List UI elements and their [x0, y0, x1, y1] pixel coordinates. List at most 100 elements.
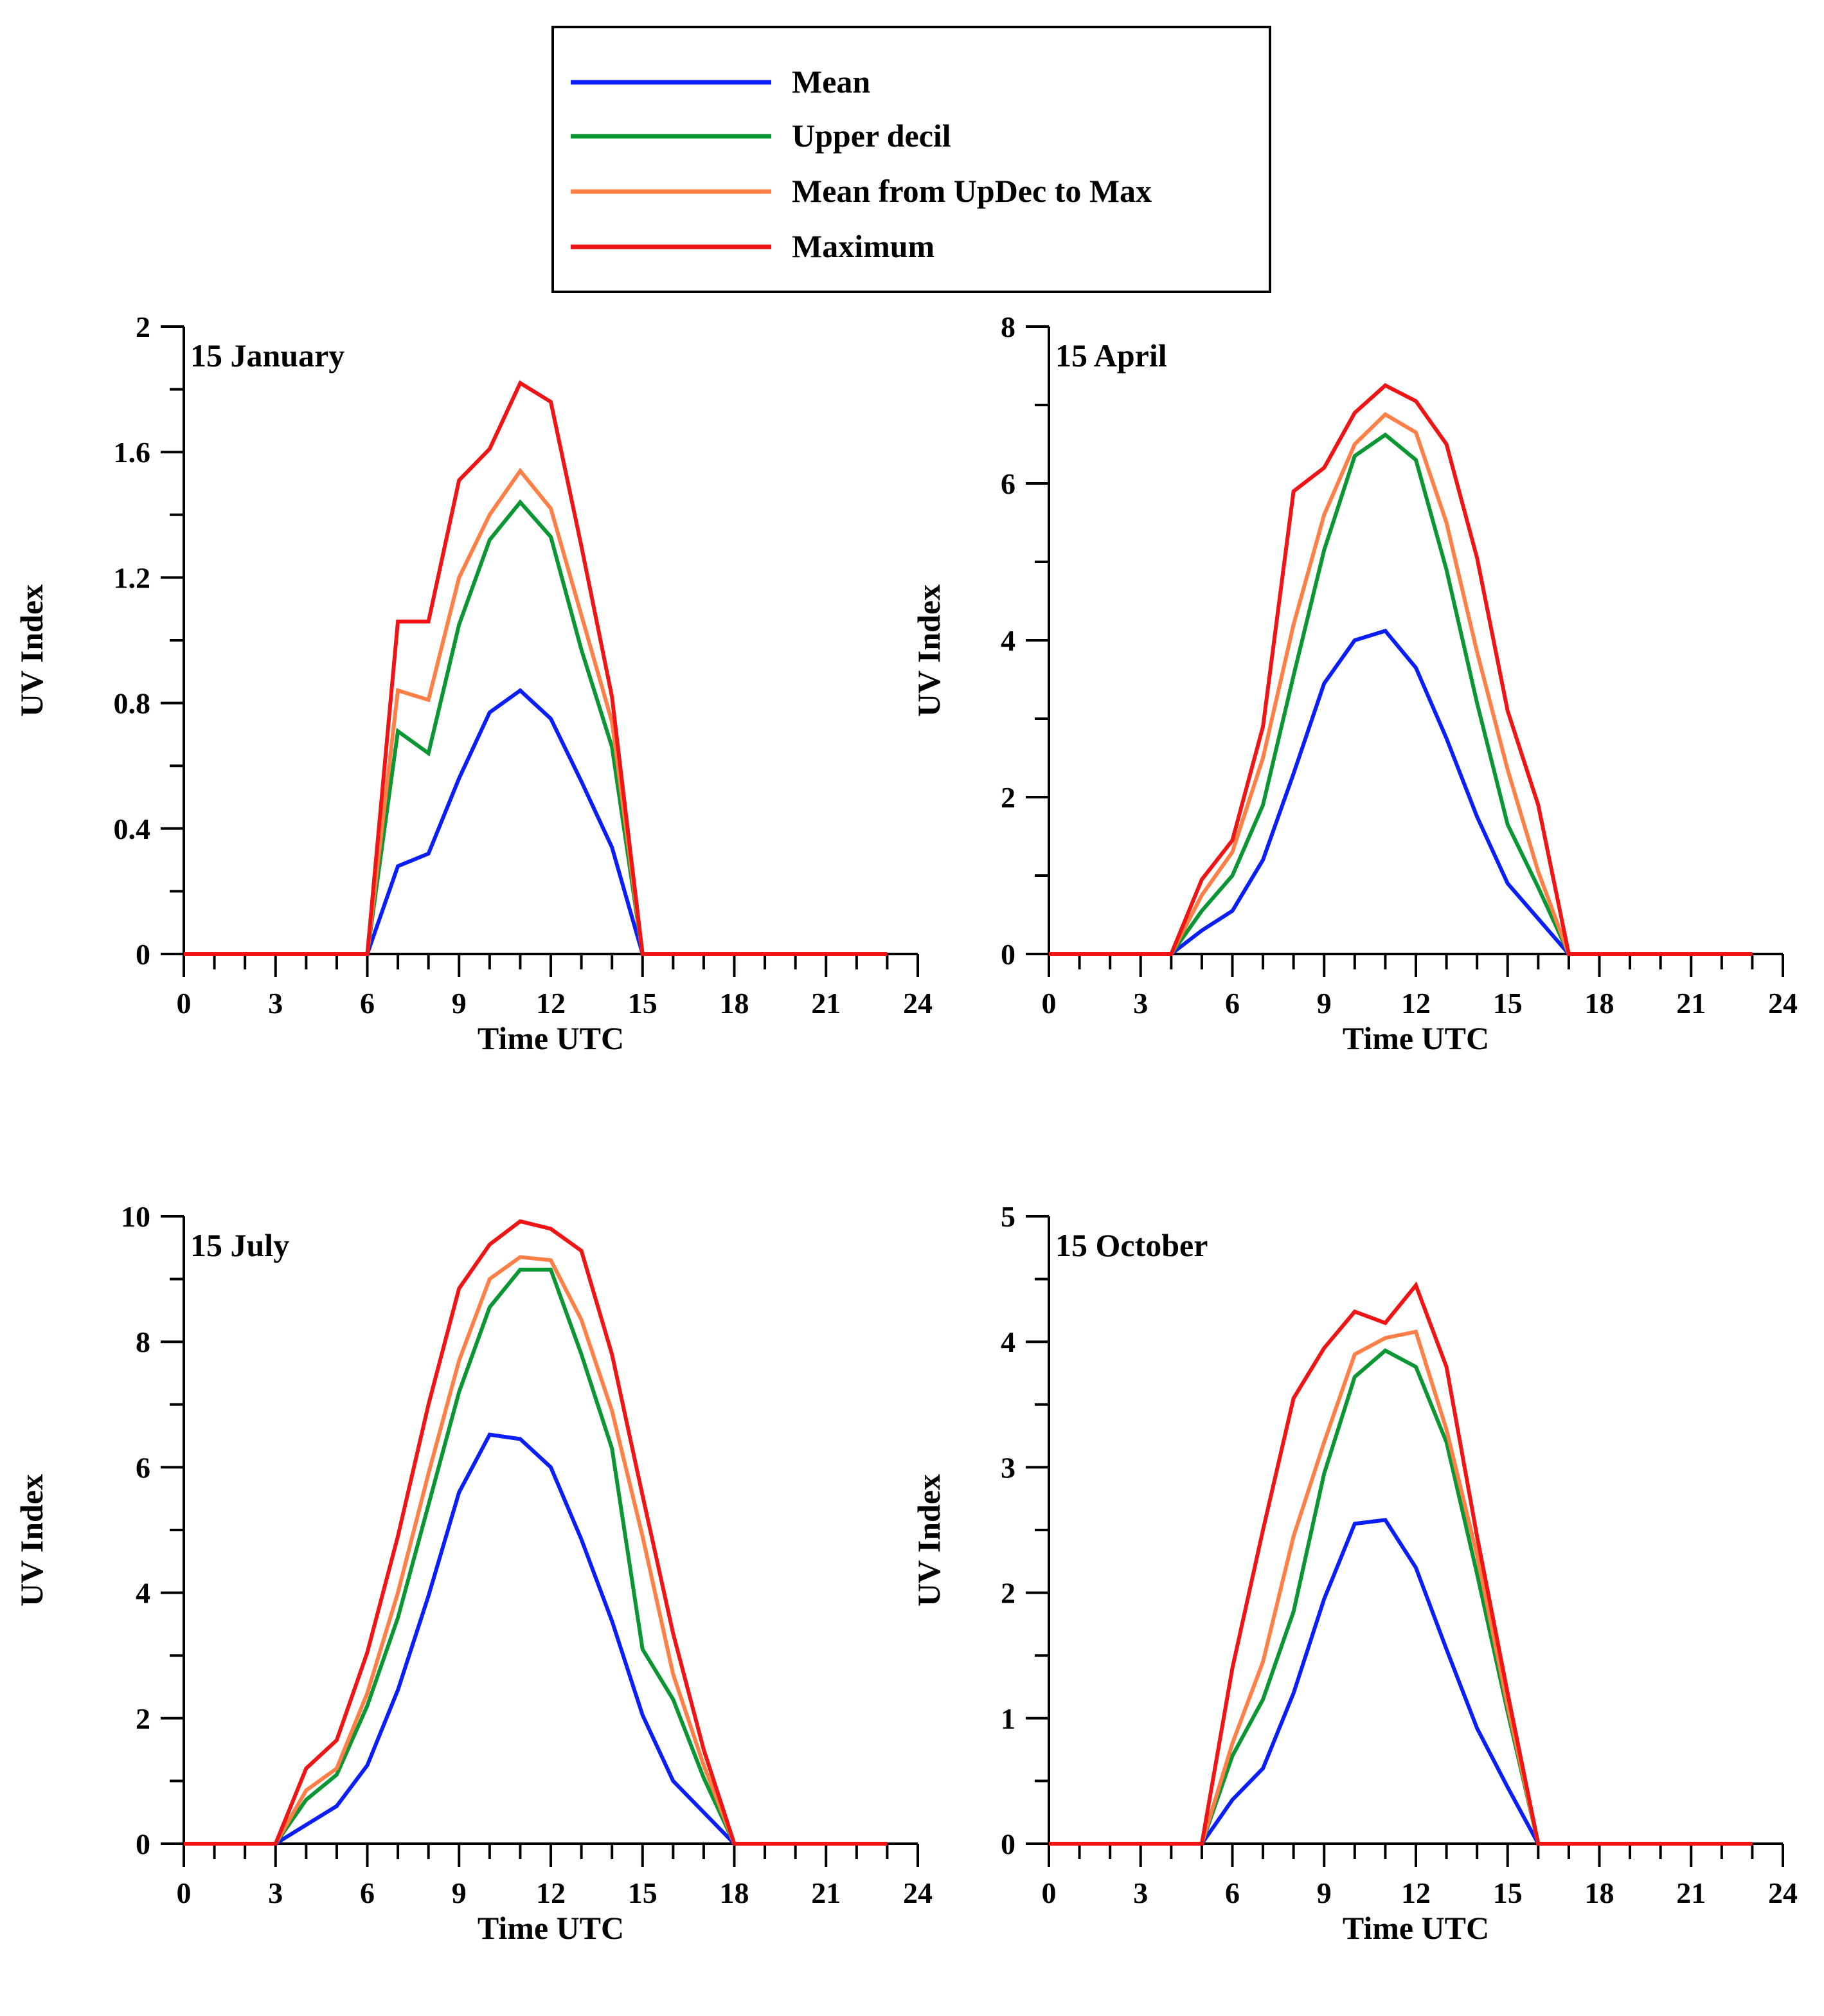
series-upper-decil	[183, 1267, 888, 1846]
data-point	[795, 953, 796, 955]
y-tick-label: 0.4	[114, 813, 151, 845]
data-point	[1446, 444, 1447, 445]
data-point	[305, 1824, 307, 1826]
x-axis-title: Time UTC	[478, 1020, 624, 1056]
y-tick-label: 1.6	[114, 436, 151, 469]
x-tick-label: 21	[811, 987, 841, 1020]
series-mean	[183, 1432, 888, 1846]
data-point	[519, 1269, 521, 1270]
data-point	[305, 1799, 307, 1801]
legend-label-maximum: Maximum	[792, 228, 934, 264]
x-axis-title: Time UTC	[1343, 1910, 1489, 1946]
data-point	[458, 778, 460, 779]
series-mean-from-updec-to-max	[1048, 1329, 1753, 1846]
data-point	[305, 953, 307, 955]
data-point	[367, 1765, 368, 1766]
y-tick-label: 2	[1001, 1577, 1015, 1610]
panel-title: 15 January	[190, 338, 344, 374]
y-tick-label: 1.2	[114, 561, 151, 594]
x-tick-label: 9	[452, 987, 467, 1020]
data-point	[305, 1768, 307, 1769]
y-tick-label: 0	[1001, 1828, 1015, 1860]
data-point	[1201, 895, 1203, 896]
data-point	[1415, 1331, 1417, 1333]
y-axis-title: UV Index	[13, 1474, 49, 1607]
x-tick-label: 21	[811, 1877, 841, 1909]
series-maximum	[183, 380, 888, 956]
data-point	[489, 514, 490, 516]
data-point	[1507, 710, 1508, 712]
series-line	[184, 499, 888, 956]
data-point	[458, 1491, 460, 1493]
data-point	[642, 1495, 643, 1496]
data-point	[1415, 1284, 1417, 1286]
data-point	[1507, 883, 1508, 884]
data-point	[1323, 1441, 1325, 1443]
data-point	[489, 1307, 490, 1308]
data-point	[305, 1790, 307, 1791]
series-line	[1049, 432, 1753, 956]
data-point	[1323, 514, 1325, 516]
data-point	[336, 953, 337, 955]
data-point	[1232, 910, 1233, 912]
series-line	[1049, 1329, 1753, 1846]
data-point	[1201, 910, 1203, 912]
series-upper-decil	[183, 499, 888, 956]
y-tick-label: 6	[1001, 467, 1015, 500]
x-tick-label: 12	[1401, 987, 1431, 1020]
data-point	[825, 953, 827, 955]
x-tick-label: 24	[1768, 1877, 1798, 1909]
data-point	[581, 1250, 582, 1252]
series-maximum	[1048, 382, 1753, 956]
series-mean	[1048, 628, 1753, 956]
data-point	[1293, 491, 1294, 492]
x-tick-label: 0	[1042, 987, 1057, 1020]
x-tick-label: 12	[536, 987, 566, 1020]
data-point	[703, 1749, 704, 1751]
y-axis-title: UV Index	[13, 584, 49, 717]
data-point	[703, 1765, 704, 1766]
data-point	[672, 953, 674, 955]
x-tick-label: 21	[1676, 987, 1706, 1020]
data-point	[642, 1648, 643, 1650]
x-axis-title: Time UTC	[1343, 1020, 1489, 1056]
series-line	[1049, 1518, 1753, 1846]
data-point	[1446, 1429, 1447, 1430]
series-line	[1049, 411, 1753, 956]
y-tick-label: 6	[136, 1451, 150, 1484]
data-point	[519, 382, 521, 384]
x-tick-label: 15	[1493, 1877, 1523, 1909]
data-point	[1507, 1787, 1508, 1788]
data-point	[1079, 953, 1080, 955]
x-axis-title: Time UTC	[478, 1910, 624, 1946]
series-line	[184, 1267, 888, 1846]
data-point	[856, 953, 857, 955]
data-point	[1354, 1376, 1355, 1378]
data-point	[489, 1434, 490, 1436]
legend-label-mean: Mean	[792, 64, 870, 100]
data-point	[428, 621, 429, 622]
legend-label-mean-updec-max: Mean from UpDec to Max	[792, 173, 1152, 209]
panel-title: 15 October	[1055, 1227, 1208, 1263]
data-point	[1629, 953, 1631, 955]
y-axis-title: UV Index	[911, 1474, 947, 1607]
data-point	[1262, 726, 1264, 727]
data-point	[1262, 1661, 1264, 1662]
x-tick-label: 18	[1585, 987, 1614, 1020]
data-point	[1354, 1311, 1355, 1312]
data-point	[428, 1404, 429, 1405]
data-point	[642, 953, 643, 955]
data-point	[428, 699, 429, 701]
data-point	[1384, 1322, 1386, 1324]
y-axis-title: UV Index	[911, 584, 947, 717]
data-point	[1537, 804, 1539, 806]
data-point	[1201, 930, 1203, 931]
y-tick-label: 8	[136, 1326, 150, 1358]
data-point	[458, 1288, 460, 1289]
x-tick-label: 0	[177, 987, 192, 1020]
y-tick-label: 5	[1001, 1200, 1015, 1233]
x-tick-label: 0	[1042, 1877, 1057, 1909]
data-point	[1446, 1441, 1447, 1443]
